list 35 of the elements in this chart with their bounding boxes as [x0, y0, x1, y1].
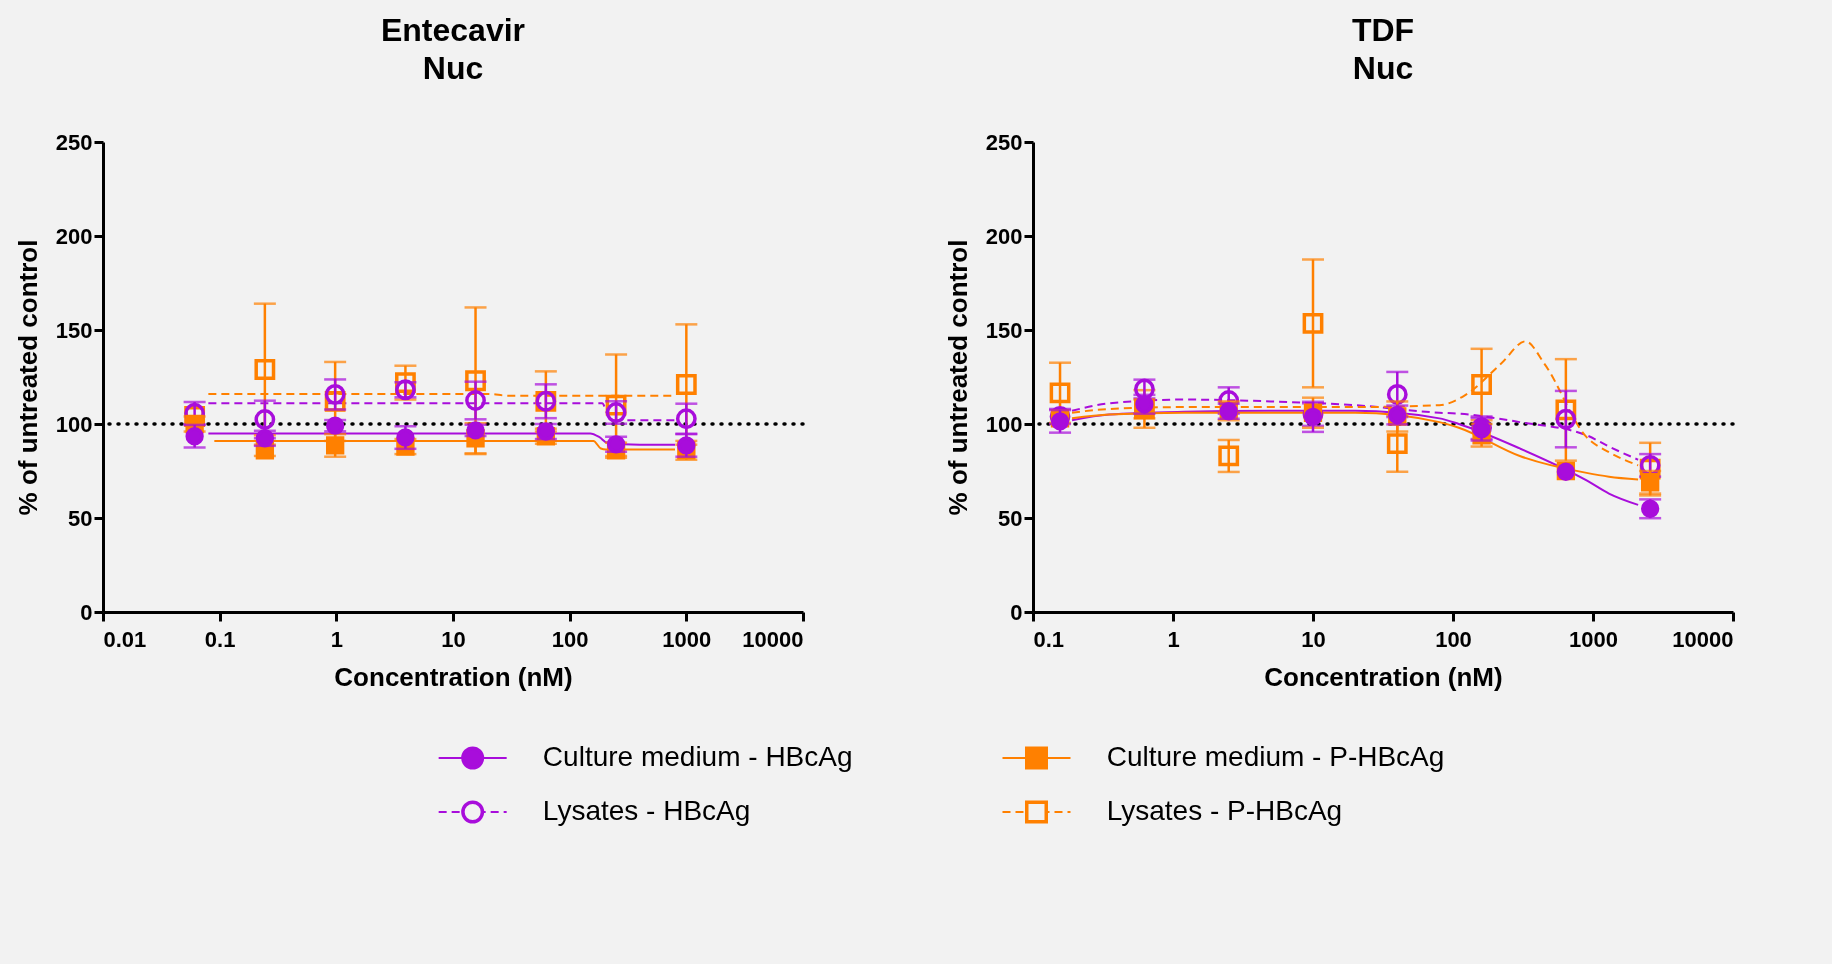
legend-label: Lysates - HBcAg	[542, 795, 751, 826]
x-axis-title: Concentration (nM)	[1264, 661, 1503, 692]
x-tick-label: 10	[441, 626, 466, 652]
chart-title: Entecavir Nuc	[380, 12, 526, 86]
y-tick-label: 50	[68, 505, 93, 531]
x-tick-label: 1000	[662, 626, 712, 652]
x-tick-label: 10	[1301, 626, 1326, 652]
x-tick-label: 1000	[1569, 626, 1618, 652]
x-tick-label: 0.1	[1033, 626, 1065, 652]
x-axis-title: Concentration (nM)	[334, 661, 573, 692]
x-tick-label: 1	[1167, 626, 1180, 652]
x-tick-label: 10000	[742, 626, 804, 652]
legend-label: Lysates - P-HBcAg	[1106, 795, 1343, 826]
y-axis-title: % of untreated control	[942, 239, 973, 516]
legend-label: Culture medium - P-HBcAg	[1106, 741, 1445, 772]
y-axis-title: % of untreated control	[12, 239, 43, 516]
y-tick-label: 150	[55, 317, 93, 343]
y-tick-label: 0	[1010, 599, 1023, 625]
y-tick-label: 200	[985, 223, 1023, 249]
legend-label: Culture medium - HBcAg	[542, 741, 853, 772]
chart-title: TDF Nuc	[1351, 12, 1415, 86]
x-tick-label: 0.1	[204, 626, 236, 652]
y-tick-label: 250	[985, 129, 1023, 155]
x-tick-label: 100	[551, 626, 589, 652]
x-tick-label: 10000	[1672, 626, 1734, 652]
y-tick-label: 100	[55, 411, 93, 437]
x-tick-label: 100	[1435, 626, 1472, 652]
x-tick-label: 0.01	[103, 626, 147, 652]
y-tick-label: 250	[55, 129, 93, 155]
y-tick-label: 50	[998, 505, 1023, 531]
y-tick-label: 0	[80, 599, 93, 625]
y-tick-label: 150	[985, 317, 1023, 343]
y-tick-label: 200	[55, 223, 93, 249]
y-tick-label: 100	[985, 411, 1023, 437]
x-tick-label: 1	[330, 626, 343, 652]
